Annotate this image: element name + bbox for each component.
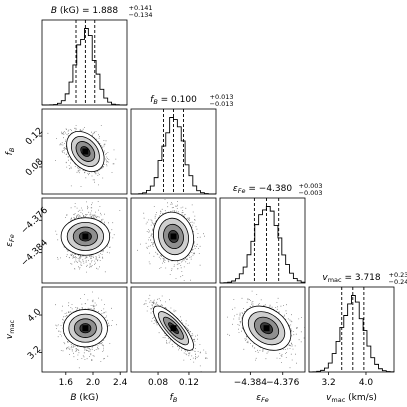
panel-frame [219, 197, 306, 284]
density-peak [263, 325, 270, 332]
y-tick-label-vmac-1: 4.0 [26, 307, 43, 324]
density-peak [82, 233, 89, 240]
panel-frame [130, 286, 217, 373]
density-peak [82, 325, 89, 332]
title-eFe: εFe = −4.380 [233, 184, 292, 195]
err-minus-fB: −0.013 [210, 100, 234, 108]
scatter-panel-fB-eFe [130, 197, 217, 284]
x-tick-label-vmac-0: 3.2 [321, 378, 335, 388]
density-peak [170, 233, 177, 240]
panel-frame [41, 197, 128, 284]
y-tick-label-vmac-0: 3.2 [26, 344, 43, 361]
err-minus-eFe: −0.003 [299, 189, 323, 197]
y-axis-label-eFe: εFe [5, 234, 16, 247]
err-plus-vmac: +0.232 [389, 271, 407, 279]
x-tick-label-vmac-1: 4.0 [359, 378, 374, 388]
y-axis-label-fB: fB [5, 147, 16, 155]
x-tick-label-eFe-0: −4.384 [234, 378, 268, 388]
y-axis-vmac: 3.2 4.0 vmac [5, 307, 43, 362]
histogram-B [41, 28, 128, 106]
panel-frame [41, 108, 128, 195]
scatter-panel-B-vmac [41, 286, 128, 373]
x-tick-label-fB-0: 0.08 [148, 378, 168, 388]
x-tick-label-B-0: 1.6 [59, 378, 74, 388]
x-axis-label-B: B (kG) [70, 393, 98, 403]
panel-frame [308, 286, 395, 373]
title-fB: fB = 0.100 [150, 95, 197, 106]
err-plus-eFe: +0.003 [299, 182, 323, 190]
histogram-fB [130, 117, 217, 195]
err-plus-fB: +0.013 [210, 93, 234, 101]
title-B: B (kG) = 1.888 [51, 6, 119, 16]
x-tick-label-eFe-1: −4.376 [266, 378, 300, 388]
scatter-panel-B-fB [41, 108, 128, 195]
panel-frame [130, 197, 217, 284]
err-plus-B: +0.141 [129, 4, 153, 12]
x-axis-B: 1.6 2.0 2.4 B (kG) [59, 372, 128, 403]
x-tick-label-B-1: 2.0 [86, 378, 101, 388]
scatter-panel-eFe-vmac [219, 286, 306, 373]
x-tick-label-fB-1: 0.12 [179, 378, 199, 388]
x-axis-label-eFe: εFe [256, 393, 269, 404]
hist-panel-fB: fB = 0.100 +0.013−0.013 [130, 93, 234, 195]
x-axis-label-vmac: vmac (km/s) [326, 393, 377, 404]
panel-frame [41, 286, 128, 373]
hist-panel-B: B (kG) = 1.888 +0.141−0.134 [41, 4, 153, 106]
x-axis-vmac: 3.2 4.0 vmac (km/s) [321, 372, 377, 404]
panel-frame [219, 286, 306, 373]
panel-frame [41, 19, 128, 106]
y-axis-label-vmac: vmac [5, 319, 16, 339]
x-axis-label-fB: fB [170, 393, 178, 404]
histogram-eFe [219, 206, 306, 284]
density-peak [82, 148, 89, 155]
title-vmac: vmac = 3.718 [322, 273, 381, 284]
density-peak [170, 325, 177, 332]
x-axis-eFe: −4.384 −4.376 εFe [234, 372, 300, 404]
err-minus-vmac: −0.242 [389, 278, 407, 286]
scatter-panel-B-eFe [41, 197, 128, 284]
x-tick-label-B-2: 2.4 [113, 378, 128, 388]
histogram-vmac [308, 295, 395, 373]
scatter-panel-fB-vmac [130, 286, 217, 373]
err-minus-B: −0.134 [129, 11, 153, 19]
hist-panel-vmac: vmac = 3.718 +0.232−0.242 [308, 271, 407, 373]
hist-panel-eFe: εFe = −4.380 +0.003−0.003 [219, 182, 323, 284]
